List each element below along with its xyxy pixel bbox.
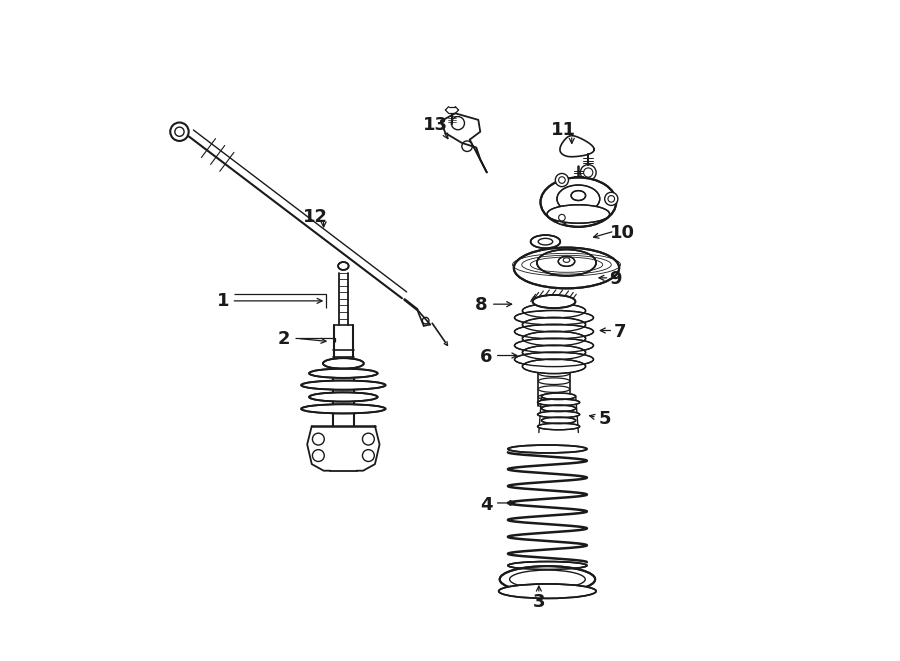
Text: 12: 12 — [302, 208, 328, 226]
Ellipse shape — [572, 190, 586, 200]
Text: 11: 11 — [551, 121, 576, 139]
Ellipse shape — [309, 393, 378, 402]
Ellipse shape — [515, 325, 593, 339]
Text: 8: 8 — [475, 297, 488, 315]
Ellipse shape — [499, 584, 596, 598]
Text: 2: 2 — [278, 330, 291, 348]
Ellipse shape — [537, 250, 596, 276]
Ellipse shape — [541, 177, 616, 227]
Ellipse shape — [522, 345, 586, 360]
Ellipse shape — [508, 562, 587, 569]
Text: 3: 3 — [533, 594, 545, 611]
Ellipse shape — [542, 417, 576, 424]
Ellipse shape — [537, 423, 580, 430]
Circle shape — [605, 192, 617, 206]
Text: 9: 9 — [609, 270, 622, 288]
Text: 5: 5 — [598, 410, 611, 428]
Text: 4: 4 — [480, 496, 492, 514]
Ellipse shape — [537, 399, 580, 406]
Circle shape — [312, 449, 324, 461]
Ellipse shape — [537, 411, 580, 418]
Text: 6: 6 — [480, 348, 492, 366]
Ellipse shape — [515, 311, 593, 325]
Circle shape — [363, 449, 374, 461]
Ellipse shape — [522, 331, 586, 346]
Ellipse shape — [533, 295, 575, 308]
Ellipse shape — [558, 256, 575, 266]
Ellipse shape — [323, 358, 364, 369]
Text: 7: 7 — [614, 323, 626, 341]
Circle shape — [555, 211, 569, 224]
Ellipse shape — [547, 205, 609, 223]
Ellipse shape — [531, 235, 561, 249]
Circle shape — [363, 433, 374, 445]
Ellipse shape — [309, 369, 378, 378]
Ellipse shape — [522, 317, 586, 332]
Circle shape — [312, 433, 324, 445]
Ellipse shape — [557, 185, 599, 213]
Ellipse shape — [542, 405, 576, 412]
Ellipse shape — [514, 248, 619, 288]
Ellipse shape — [515, 338, 593, 353]
Text: 1: 1 — [217, 292, 230, 310]
Ellipse shape — [338, 262, 348, 270]
Ellipse shape — [508, 445, 587, 453]
Ellipse shape — [522, 359, 586, 373]
Circle shape — [555, 173, 569, 186]
Ellipse shape — [302, 405, 385, 413]
Text: 13: 13 — [423, 116, 448, 134]
Ellipse shape — [542, 393, 576, 400]
Ellipse shape — [522, 303, 586, 318]
Ellipse shape — [515, 352, 593, 367]
Ellipse shape — [302, 381, 385, 390]
Text: 10: 10 — [610, 224, 635, 242]
Ellipse shape — [500, 566, 595, 592]
